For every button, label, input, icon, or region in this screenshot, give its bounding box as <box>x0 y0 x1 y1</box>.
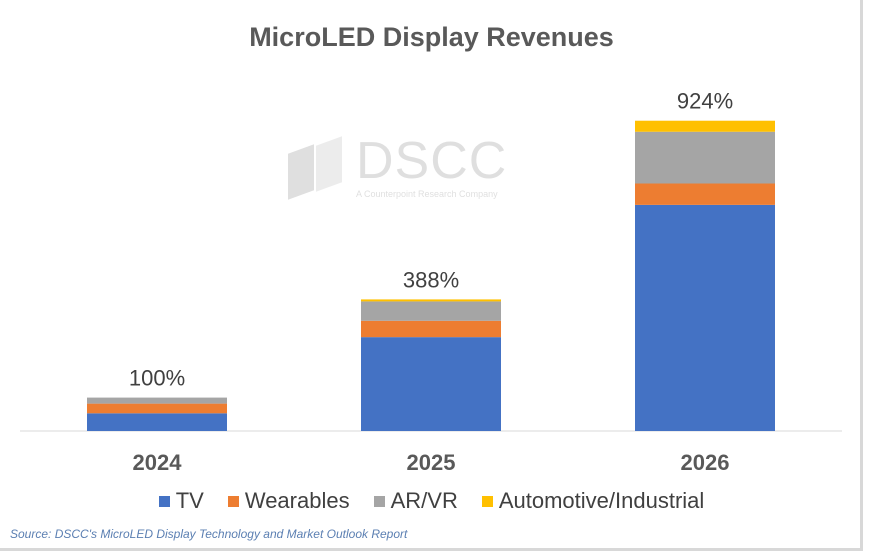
watermark-subtitle: A Counterpoint Research Company <box>356 189 498 199</box>
bar-segment-ar-vr-2025 <box>361 301 501 321</box>
bar-segment-tv-2026 <box>635 204 775 431</box>
x-tick-label-2025: 2025 <box>407 450 456 475</box>
bar-segment-ar-vr-2026 <box>635 131 775 184</box>
chart-title: MicroLED Display Revenues <box>249 22 614 52</box>
legend-label: Automotive/Industrial <box>498 488 705 513</box>
total-label-2025: 388% <box>403 267 459 292</box>
legend-label: AR/VR <box>390 488 458 513</box>
chart-legend: TV Wearables AR/VR Automotive/Industrial <box>0 488 863 514</box>
stacked-bar-chart: 100% 2024 388% 2025 924% 2026 <box>20 89 842 475</box>
bar-segment-ar-vr-2024 <box>87 397 227 404</box>
total-label-2026: 924% <box>677 89 733 114</box>
legend-label: Wearables <box>244 488 350 513</box>
bar-segment-tv-2024 <box>87 413 227 431</box>
legend-swatch <box>373 495 385 507</box>
bar-segment-tv-2025 <box>361 337 501 431</box>
legend-swatch <box>481 495 493 507</box>
legend-swatch <box>158 495 170 507</box>
bar-segment-wearables-2024 <box>87 403 227 414</box>
bar-segment-wearables-2025 <box>361 320 501 338</box>
watermark-name: DSCC <box>356 132 508 190</box>
legend-label: TV <box>175 488 204 513</box>
legend-item-ar-vr: AR/VR <box>373 488 458 514</box>
legend-item-tv: TV <box>158 488 204 514</box>
x-tick-label-2024: 2024 <box>133 450 183 475</box>
bar-segment-automotive-industrial-2026 <box>635 120 775 132</box>
legend-item-automotive-industrial: Automotive/Industrial <box>481 488 705 514</box>
total-label-2024: 100% <box>129 366 185 391</box>
dscc-watermark: DSCC A Counterpoint Research Company <box>288 132 508 200</box>
legend-item-wearables: Wearables <box>227 488 350 514</box>
bar-segment-wearables-2026 <box>635 183 775 205</box>
legend-swatch <box>227 495 239 507</box>
x-tick-label-2026: 2026 <box>681 450 730 475</box>
source-note: Source: DSCC's MicroLED Display Technolo… <box>10 527 408 541</box>
bar-segment-automotive-industrial-2025 <box>361 299 501 302</box>
